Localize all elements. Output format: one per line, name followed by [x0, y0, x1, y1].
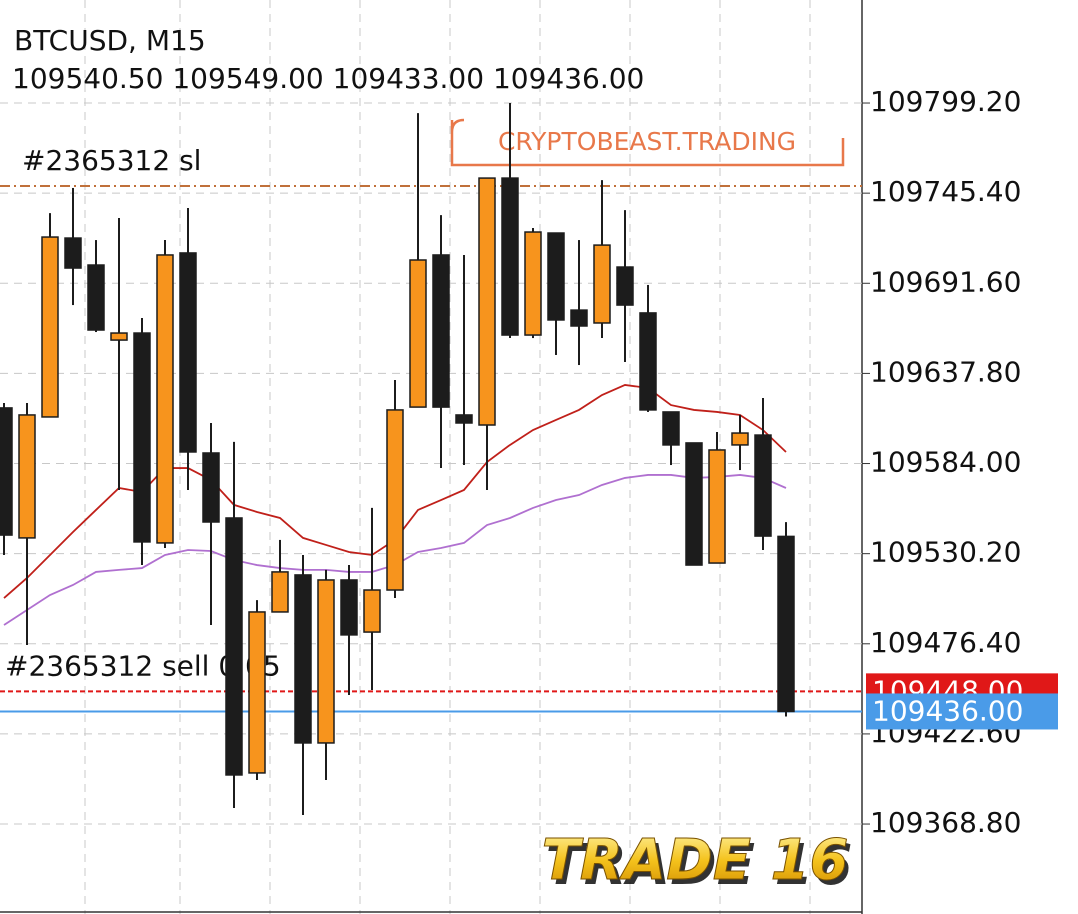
- watermark-text: CRYPTOBEAST.TRADING: [498, 127, 796, 156]
- watermark-box: [450, 118, 845, 167]
- y-tick-label: 109799.20: [870, 85, 1021, 118]
- candle-body: [294, 574, 312, 744]
- candle-body: [432, 254, 450, 408]
- ohlc-header: 109540.50 109549.00 109433.00 109436.00: [12, 62, 644, 95]
- candle-body: [409, 259, 427, 408]
- candle-body: [156, 254, 174, 544]
- trade-label: TRADE 16: [542, 828, 849, 893]
- candle-body: [248, 611, 266, 774]
- y-tick-label: 109745.40: [870, 175, 1021, 208]
- plot: 109368.80109422.60109476.40109530.201095…: [0, 85, 1021, 839]
- candle-body: [363, 589, 381, 633]
- candle-body: [708, 449, 726, 564]
- candle-body: [0, 407, 13, 536]
- candle-body: [87, 264, 105, 331]
- candle-body: [547, 232, 565, 321]
- price-tag-label: 109436.00: [872, 694, 1023, 727]
- y-tick-label: 109530.20: [870, 536, 1021, 569]
- candle-body: [64, 237, 82, 269]
- candle-body: [731, 432, 749, 446]
- candle-body: [386, 409, 404, 591]
- candle-body: [524, 231, 542, 336]
- candle-body: [455, 414, 473, 424]
- chart-title: BTCUSD, M15: [14, 24, 206, 57]
- candle-body: [179, 252, 197, 453]
- candle-body: [133, 332, 151, 543]
- candle-body: [570, 309, 588, 327]
- candle-body: [317, 579, 335, 744]
- y-tick-label: 109476.40: [870, 626, 1021, 659]
- price-line-label: #2365312 sl: [22, 144, 201, 177]
- candle-body: [271, 571, 289, 613]
- price-tag: [866, 693, 1058, 730]
- candle-body: [478, 177, 496, 426]
- candle-body: [18, 414, 36, 539]
- y-tick-label: 109368.80: [870, 806, 1021, 839]
- candle-body: [616, 266, 634, 306]
- candle-body: [501, 177, 519, 336]
- y-tick-label: 109637.80: [870, 355, 1021, 388]
- candle-body: [340, 579, 358, 636]
- candle-body: [777, 535, 795, 713]
- y-tick-label: 109584.00: [870, 446, 1021, 479]
- candle-body: [639, 312, 657, 411]
- candle-body: [225, 517, 243, 776]
- candle-body: [110, 332, 128, 341]
- y-tick-label: 109691.60: [870, 265, 1021, 298]
- candle-body: [41, 236, 59, 418]
- candle-body: [662, 411, 680, 446]
- candle-body: [754, 434, 772, 537]
- candle-body: [202, 452, 220, 523]
- trade-label-shadow: TRADE 16: [546, 833, 853, 898]
- candle-body: [593, 244, 611, 324]
- time-grid: [84, 0, 811, 914]
- candle-body: [685, 442, 703, 566]
